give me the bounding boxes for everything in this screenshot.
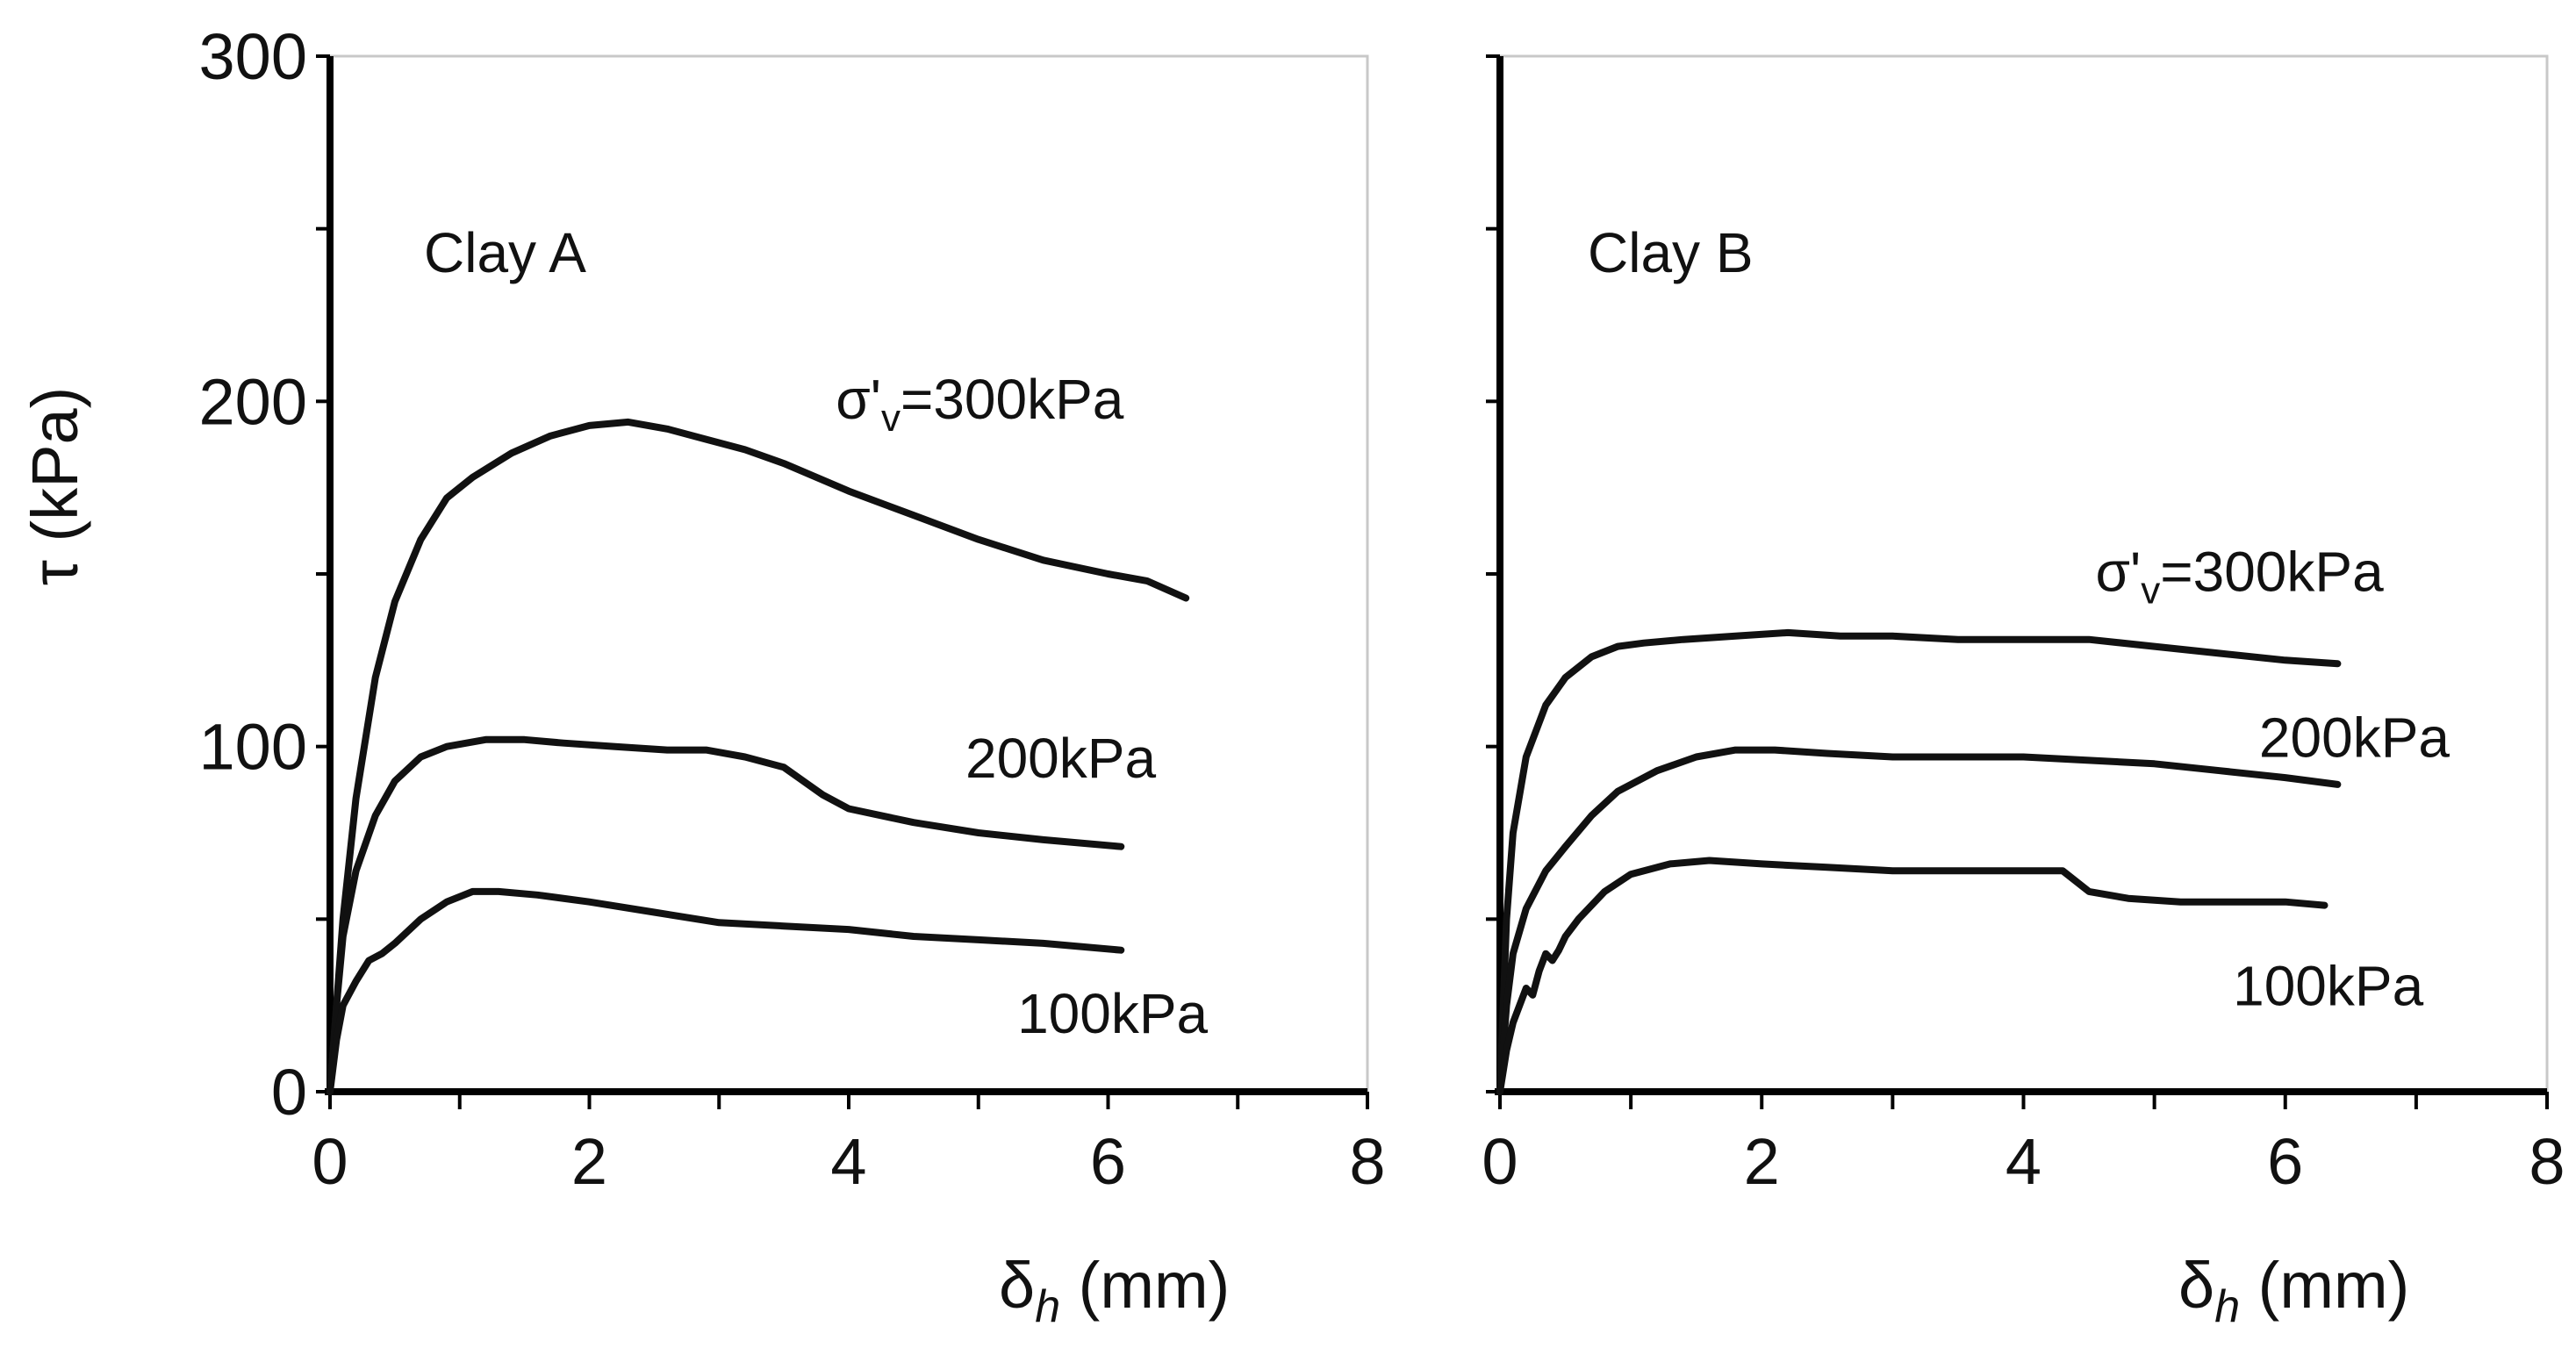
x-axis-subscript: h	[1035, 1281, 1060, 1332]
left-panel-series-label-2: 100kPa	[1017, 982, 1208, 1045]
right-panel-x-tick-label: 0	[1482, 1125, 1518, 1198]
series-label-subscript: v	[881, 397, 901, 440]
right-panel-series-0	[1496, 628, 2342, 1095]
right-panel: 0 2 4 6 8 Clay B δh (mm) σ'v=300kPa 200kPa 100kPa	[1482, 54, 2565, 1332]
right-panel-x-tick-label: 8	[2529, 1125, 2565, 1198]
x-axis-subscript: h	[2214, 1281, 2240, 1332]
series-label-prefix: σ'	[2096, 541, 2142, 604]
left-panel-series-2	[326, 887, 1125, 1095]
left-panel-x-tick-label: 0	[312, 1125, 348, 1198]
x-axis-unit: (mm)	[2240, 1249, 2409, 1322]
left-panel-title: Clay A	[424, 221, 586, 284]
left-panel-frame	[328, 54, 1369, 1093]
left-panel-y-tick-label: 0	[271, 1056, 307, 1129]
left-panel-y-tick-label: 200	[199, 365, 307, 438]
right-panel-x-tick-label: 2	[1744, 1125, 1780, 1198]
left-panel: 0 100 200 300 0 2 4 6 8 Clay A δh (mm) τ (kPa) σ'v=3…	[18, 20, 1386, 1332]
left-panel-x-tick-label: 2	[571, 1125, 607, 1198]
series-label-suffix: =300kPa	[2160, 541, 2384, 604]
left-panel-series-label-0: σ'v=300kPa	[836, 368, 1124, 440]
left-panel-series-0	[326, 418, 1190, 1095]
series-label-prefix: σ'	[836, 368, 881, 431]
left-panel-x-tick-label: 8	[1349, 1125, 1385, 1198]
left-panel-series-label-1: 200kPa	[965, 727, 1156, 790]
right-panel-x-axis-title: δh (mm)	[2178, 1249, 2409, 1332]
right-panel-series-1	[1496, 746, 2342, 1095]
right-panel-series-2	[1496, 857, 2328, 1095]
series-label-suffix: =300kPa	[901, 368, 1124, 431]
left-panel-x-axis-title: δh (mm)	[999, 1249, 1230, 1332]
right-panel-series-label-0: σ'v=300kPa	[2096, 541, 2385, 613]
left-panel-x-tick-label: 4	[830, 1125, 866, 1198]
left-panel-series-1	[326, 735, 1125, 1095]
right-panel-x-tick-label: 6	[2267, 1125, 2303, 1198]
right-panel-x-tick-label: 4	[2006, 1125, 2041, 1198]
x-axis-symbol: δ	[2178, 1249, 2214, 1322]
left-panel-y-axis-title: τ (kPa)	[18, 387, 91, 586]
right-panel-series-label-1: 200kPa	[2259, 706, 2450, 769]
y-axis-unit: (kPa)	[18, 387, 91, 560]
left-panel-x-tick-label: 6	[1090, 1125, 1126, 1198]
left-panel-y-tick-label: 300	[199, 20, 307, 93]
left-panel-y-tick-label: 100	[199, 711, 307, 784]
right-panel-series-label-2: 100kPa	[2233, 955, 2423, 1018]
series-label-subscript: v	[2141, 570, 2160, 613]
y-axis-symbol: τ	[18, 560, 91, 585]
right-panel-title: Clay B	[1588, 221, 1754, 284]
right-panel-frame	[1498, 54, 2549, 1093]
x-axis-symbol: δ	[999, 1249, 1035, 1322]
x-axis-unit: (mm)	[1060, 1249, 1230, 1322]
